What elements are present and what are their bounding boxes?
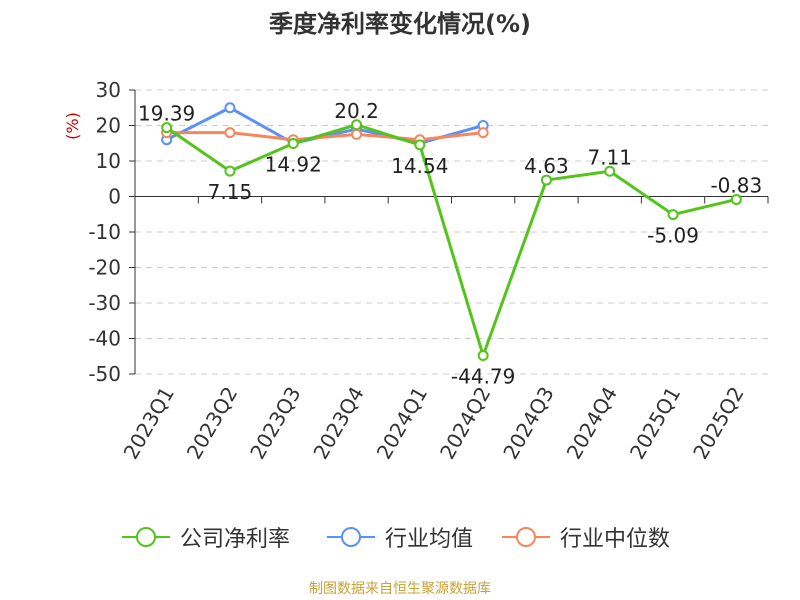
y-tick-label: -40 [88, 327, 121, 351]
legend-item[interactable]: 行业中位数 [500, 519, 670, 555]
data-label: 19.39 [138, 102, 195, 126]
legend-marker-icon [122, 527, 170, 547]
data-point [351, 119, 363, 131]
data-point [224, 102, 236, 114]
x-tick-label: 2023Q3 [245, 383, 305, 464]
legend: 公司净利率 行业均值 行业中位数 [0, 519, 800, 555]
legend-label: 行业中位数 [560, 527, 671, 552]
data-label: -0.83 [710, 173, 762, 197]
data-point [351, 128, 363, 140]
y-axis-label: (%) [63, 112, 82, 140]
y-tick-label: 30 [96, 78, 121, 102]
data-point [477, 350, 489, 362]
x-tick-label: 2024Q3 [498, 383, 558, 464]
y-tick-label: 10 [96, 149, 121, 173]
data-point [287, 138, 299, 150]
y-tick-label: -10 [88, 220, 121, 244]
y-tick-label: -30 [88, 291, 121, 315]
legend-label: 公司净利率 [180, 527, 291, 552]
data-label: -44.79 [451, 365, 515, 389]
y-tick-label: 0 [108, 185, 121, 209]
data-point [667, 209, 679, 221]
x-tick-label: 2023Q4 [308, 383, 368, 464]
legend-item[interactable]: 公司净利率 [120, 519, 290, 555]
series-line [166, 131, 484, 142]
source-footer: 制图数据来自恒生聚源数据库 [309, 581, 491, 597]
data-label: 14.92 [265, 153, 322, 177]
data-point [604, 165, 616, 177]
x-tick-label: 2024Q1 [372, 383, 432, 464]
legend-item[interactable]: 行业均值 [325, 519, 473, 555]
x-tick-label: 2023Q2 [182, 383, 242, 464]
x-tick-label: 2024Q4 [562, 383, 622, 464]
y-tick-label: -50 [88, 362, 121, 386]
x-tick-label: 2025Q1 [625, 383, 685, 464]
data-label: -5.09 [647, 224, 699, 248]
y-tick-label: -20 [88, 256, 121, 280]
data-point [730, 193, 742, 205]
data-point [477, 127, 489, 139]
data-point [224, 127, 236, 139]
data-label: 7.11 [587, 145, 632, 169]
data-label: 14.54 [391, 154, 448, 178]
data-label: 20.2 [334, 99, 379, 123]
data-point [540, 174, 552, 186]
series-line [165, 123, 737, 358]
data-label: 7.15 [208, 180, 253, 204]
data-label: 4.63 [524, 154, 569, 178]
data-point [224, 165, 236, 177]
x-tick-label: 2023Q1 [119, 383, 179, 464]
legend-label: 行业均值 [385, 527, 474, 552]
legend-marker-icon [502, 527, 550, 547]
legend-marker-icon [327, 527, 375, 547]
y-tick-label: 20 [96, 114, 121, 138]
x-tick-label: 2024Q2 [435, 383, 495, 464]
x-tick-label: 2025Q2 [688, 383, 748, 464]
chart-title: 季度净利率变化情况(%) [269, 10, 531, 38]
data-point [161, 122, 173, 134]
data-point [414, 139, 426, 151]
